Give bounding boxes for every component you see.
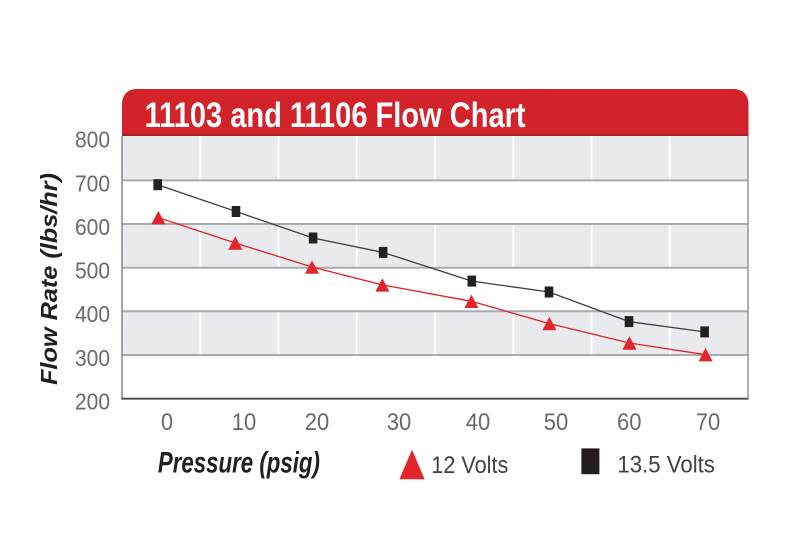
svg-text:60: 60 xyxy=(617,409,642,436)
svg-text:Pressure (psig): Pressure (psig) xyxy=(158,447,320,480)
svg-text:Flow Rate (lbs/hr): Flow Rate (lbs/hr) xyxy=(36,173,62,385)
svg-text:500: 500 xyxy=(75,258,110,284)
svg-text:0: 0 xyxy=(161,409,173,436)
svg-text:800: 800 xyxy=(75,127,110,153)
svg-text:200: 200 xyxy=(75,389,110,415)
svg-text:10: 10 xyxy=(232,409,257,436)
svg-text:50: 50 xyxy=(544,409,569,436)
svg-text:300: 300 xyxy=(75,345,110,371)
svg-text:13.5 Volts: 13.5 Volts xyxy=(617,452,715,479)
svg-text:11103 and 11106 Flow Chart: 11103 and 11106 Flow Chart xyxy=(145,96,526,135)
svg-text:20: 20 xyxy=(305,409,330,436)
svg-text:700: 700 xyxy=(75,170,110,196)
svg-text:30: 30 xyxy=(387,409,412,436)
svg-text:70: 70 xyxy=(696,409,721,436)
svg-text:600: 600 xyxy=(75,214,110,240)
svg-text:12 Volts: 12 Volts xyxy=(431,452,508,479)
svg-text:400: 400 xyxy=(75,301,110,327)
svg-text:40: 40 xyxy=(466,409,491,436)
